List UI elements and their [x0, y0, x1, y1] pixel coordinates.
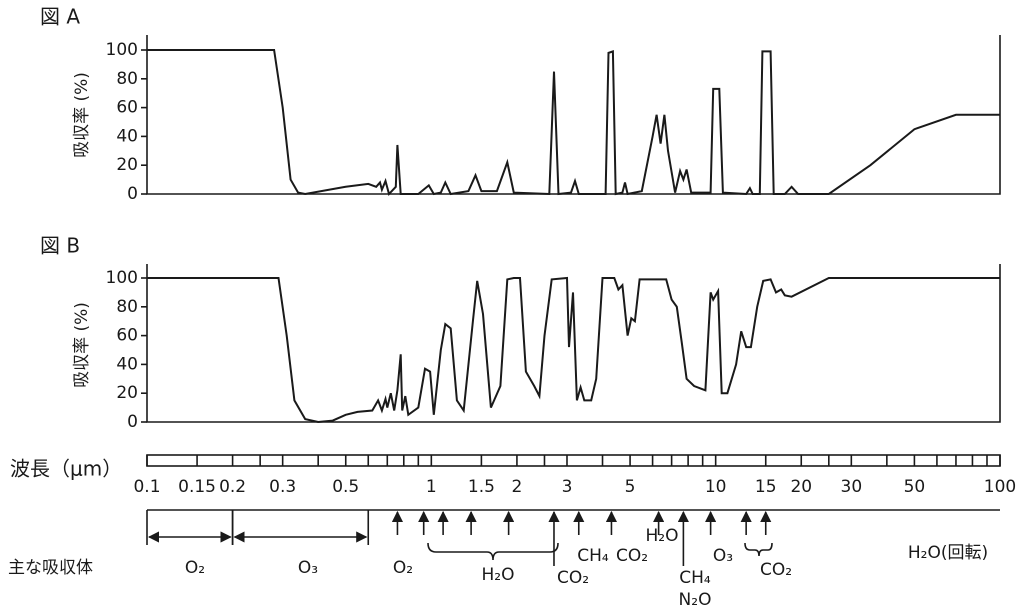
absorbers-label: 主な吸収体 [8, 558, 93, 578]
wavelength-label: 波長（μm） [10, 457, 122, 481]
scale-tick-label: 1.5 [468, 477, 495, 497]
y-tick-label: 60 [116, 326, 138, 346]
y-tick-label: 40 [116, 126, 138, 146]
scale-tick-label: 0.15 [178, 477, 216, 497]
y-tick-label: 20 [116, 383, 138, 403]
gas-label: H₂O [482, 565, 515, 585]
y-axis-label: 吸収率 (%) [72, 302, 92, 388]
y-tick-label: 100 [106, 40, 138, 60]
scale-tick-label: 0.2 [219, 477, 246, 497]
gas-label: O₃ [298, 558, 318, 578]
scale-tick-label: 20 [790, 477, 812, 497]
gas-label: CO₂ [557, 568, 589, 588]
y-tick-label: 80 [116, 297, 138, 317]
brace [427, 542, 559, 561]
scale-tick-label: 0.3 [269, 477, 296, 497]
scale-tick-label: 3 [562, 477, 573, 497]
gas-label: N₂O [679, 590, 712, 610]
y-tick-label: 20 [116, 155, 138, 175]
scale-tick-label: 1 [426, 477, 437, 497]
gas-label: CH₄ [577, 546, 609, 566]
gas-label: O₂ [393, 558, 413, 578]
scale-tick-label: 15 [755, 477, 777, 497]
scale-tick-label: 100 [984, 477, 1016, 497]
y-tick-label: 100 [106, 268, 138, 288]
scale-tick-label: 2 [512, 477, 523, 497]
y-axis-label: 吸収率 (%) [72, 72, 92, 158]
scale-tick-label: 30 [841, 477, 863, 497]
scale-tick-label: 5 [625, 477, 636, 497]
scale-tick-label: 50 [904, 477, 926, 497]
gas-label: CO₂ [616, 546, 648, 566]
gas-label: CO₂ [760, 560, 792, 580]
scale-tick-label: 0.5 [332, 477, 359, 497]
wavelength-bar [146, 454, 1001, 467]
gas-label: O₂ [185, 558, 205, 578]
gas-label: H₂O [646, 526, 679, 546]
absorption-line [147, 49, 1000, 196]
y-tick-label: 40 [116, 354, 138, 374]
y-tick-label: 0 [127, 412, 138, 432]
chart-title: 図 A [40, 5, 80, 29]
axis-frame [146, 264, 1001, 423]
absorption-line [147, 276, 1000, 424]
scale-tick-label: 0.1 [133, 477, 160, 497]
gas-label: O₃ [713, 546, 733, 566]
y-tick-label: 60 [116, 98, 138, 118]
gas-label: H₂O(回転) [908, 543, 988, 563]
gas-label: CH₄ [679, 568, 711, 588]
y-tick-label: 80 [116, 69, 138, 89]
scale-tick-label: 10 [705, 477, 727, 497]
y-tick-label: 0 [127, 184, 138, 204]
brace [744, 542, 773, 557]
chart-title: 図 B [40, 234, 80, 258]
